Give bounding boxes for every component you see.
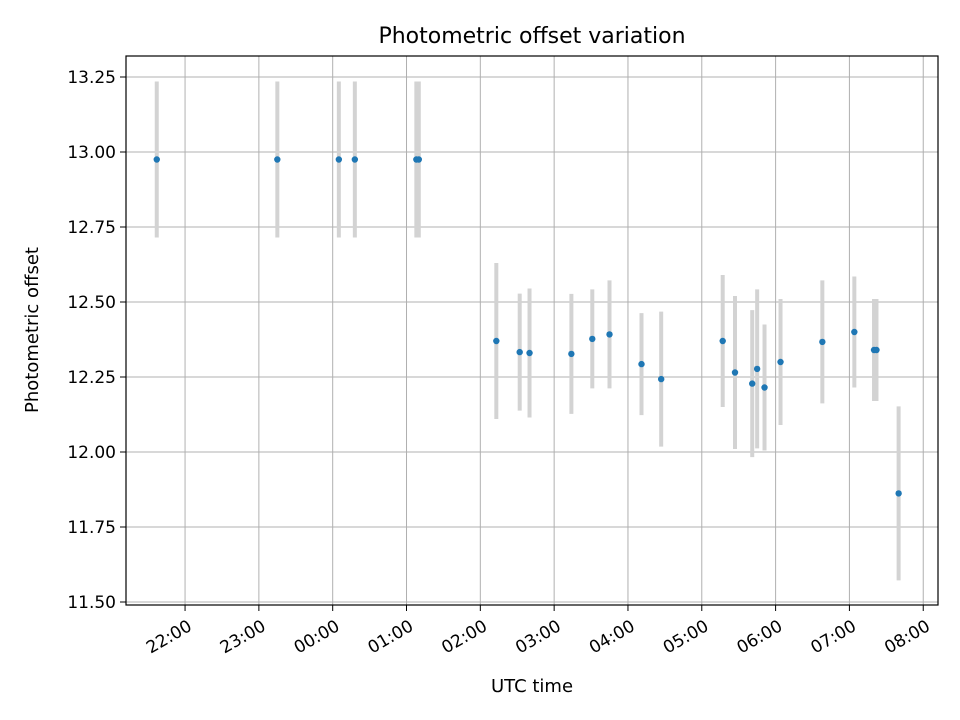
data-point [415, 156, 423, 163]
data-point [777, 358, 784, 366]
data-point [526, 349, 533, 357]
data-point [589, 335, 596, 343]
y-tick-label: 12.75 [67, 218, 116, 238]
data-point [335, 156, 343, 163]
y-tick-label: 13.25 [67, 68, 116, 88]
grid [126, 56, 938, 605]
data-point [851, 328, 858, 336]
data-point [895, 490, 902, 497]
data-point [873, 346, 880, 354]
y-tick-label: 11.50 [67, 593, 116, 613]
y-tick-label: 12.00 [67, 443, 116, 463]
data-point [516, 348, 523, 356]
data-points [153, 156, 902, 497]
plot-frame [125, 55, 939, 606]
data-point [731, 369, 739, 376]
data-point [761, 384, 768, 391]
data-point [819, 338, 826, 346]
y-tick-label: 12.25 [67, 368, 116, 388]
y-tick-label: 11.75 [67, 518, 116, 538]
data-point [153, 156, 160, 163]
y-tick-label: 13.00 [67, 143, 116, 163]
data-point [753, 365, 761, 373]
data-point [719, 337, 726, 345]
y-axis-ticks: 11.50 11.75 12.00 12.25 12.50 12.75 13.00 13.25 [67, 68, 126, 613]
x-axis-label: UTC time [491, 676, 573, 697]
data-point [606, 331, 613, 338]
data-point [657, 375, 665, 383]
data-point [274, 156, 281, 163]
y-axis-label: Photometric offset [22, 247, 43, 413]
data-point [568, 350, 575, 358]
chart-title: Photometric offset variation [378, 24, 685, 49]
data-point [493, 337, 500, 345]
y-tick-label: 12.50 [67, 293, 116, 313]
data-point [351, 156, 359, 163]
data-point [749, 380, 756, 387]
data-point [638, 360, 645, 368]
